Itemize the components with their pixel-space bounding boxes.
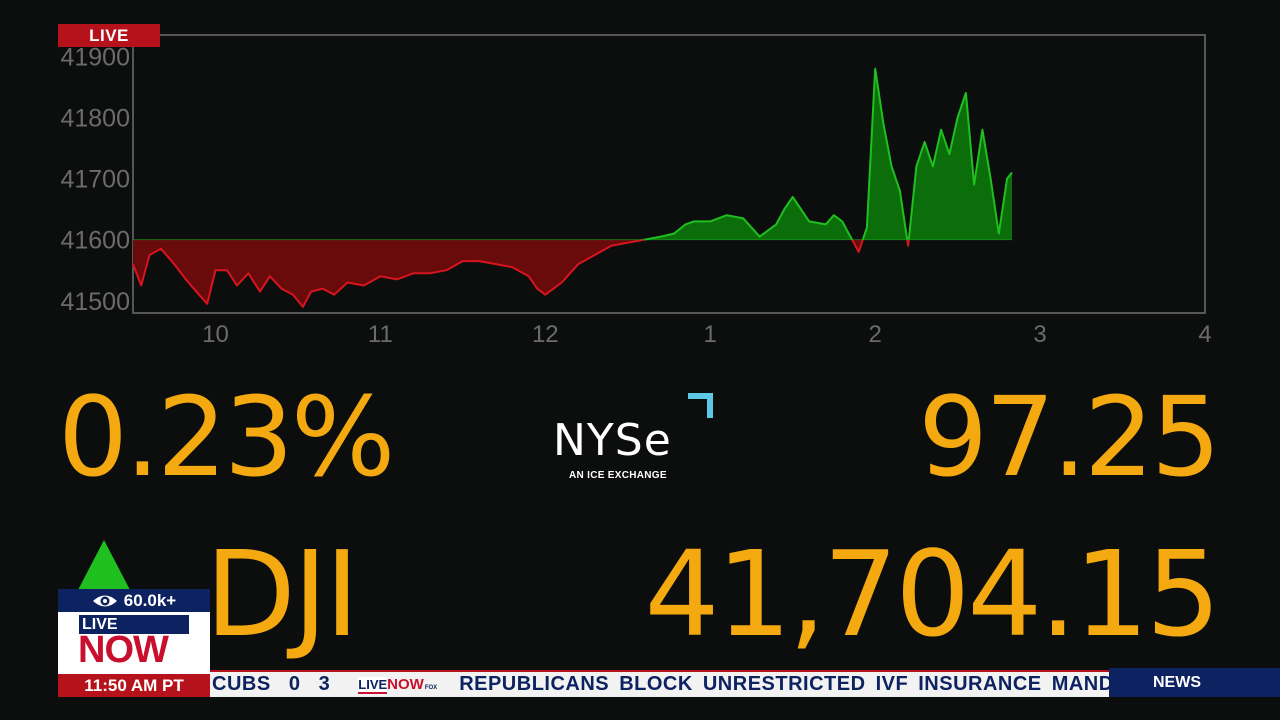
y-tick-label: 41800: [60, 104, 130, 132]
x-tick-label: 11: [368, 321, 393, 348]
chart-frame: [132, 34, 1206, 314]
percent-change: 0.23%: [58, 373, 395, 501]
gain-area-3: [862, 68, 908, 240]
livenow-now-label: NOW: [78, 629, 169, 671]
index-symbol: DJI: [205, 525, 359, 663]
live-badge: LIVE: [58, 24, 160, 47]
x-tick-label: 10: [202, 321, 229, 348]
loss-line-4: [906, 239, 910, 247]
nyse-logo: NYSe AN ICE EXCHANGE: [553, 390, 728, 485]
ticker-logo-live: LIVE: [358, 676, 388, 694]
eye-icon: [92, 595, 117, 606]
gain-line-3: [861, 67, 909, 241]
gain-line-5: [907, 92, 1013, 240]
ticker-logo-now: NOW: [387, 675, 424, 693]
nyse-corner-icon: [688, 393, 713, 418]
news-ticker: CUBS 0 3 LIVE NOW FOX REPUBLICANS BLOCK …: [210, 670, 1109, 697]
ticker-livenow-logo: LIVE NOW FOX: [358, 676, 437, 694]
point-change: 97.25: [918, 373, 1221, 501]
y-tick-label: 41700: [60, 166, 130, 194]
livenow-live-label: LIVE: [79, 615, 189, 634]
nyse-wordmark: NYSe: [553, 415, 672, 466]
clock-time: 11:50 AM PT: [58, 674, 210, 697]
livenow-logo: LIVE NOW: [58, 612, 210, 674]
y-tick-label: 41900: [60, 43, 130, 71]
x-tick-label: 3: [1033, 321, 1046, 348]
gain-area-5: [908, 93, 1012, 240]
ticker-headline: REPUBLICANS BLOCK UNRESTRICTED IVF INSUR…: [459, 673, 1109, 695]
ticker-score: CUBS 0 3: [212, 673, 331, 695]
viewer-count-badge: 60.0k+: [58, 589, 210, 612]
ticker-section-label: NEWS: [1109, 668, 1280, 697]
nyse-tagline: AN ICE EXCHANGE: [569, 470, 667, 481]
x-tick-label: 4: [1198, 321, 1211, 348]
x-tick-label: 12: [532, 321, 559, 348]
ticker-logo-fox: FOX: [424, 684, 438, 691]
loss-line-0: [132, 238, 645, 308]
viewer-count: 60.0k+: [123, 590, 177, 610]
x-tick-label: 1: [704, 321, 717, 348]
loss-line-2: [851, 239, 864, 253]
x-tick-label: 2: [868, 321, 881, 348]
y-tick-label: 41500: [60, 288, 130, 316]
up-arrow-icon: [78, 540, 130, 590]
index-price: 41,704.15: [644, 525, 1221, 663]
y-tick-label: 41600: [60, 227, 130, 255]
gain-line-1: [644, 195, 853, 241]
gain-area-1: [644, 196, 853, 240]
